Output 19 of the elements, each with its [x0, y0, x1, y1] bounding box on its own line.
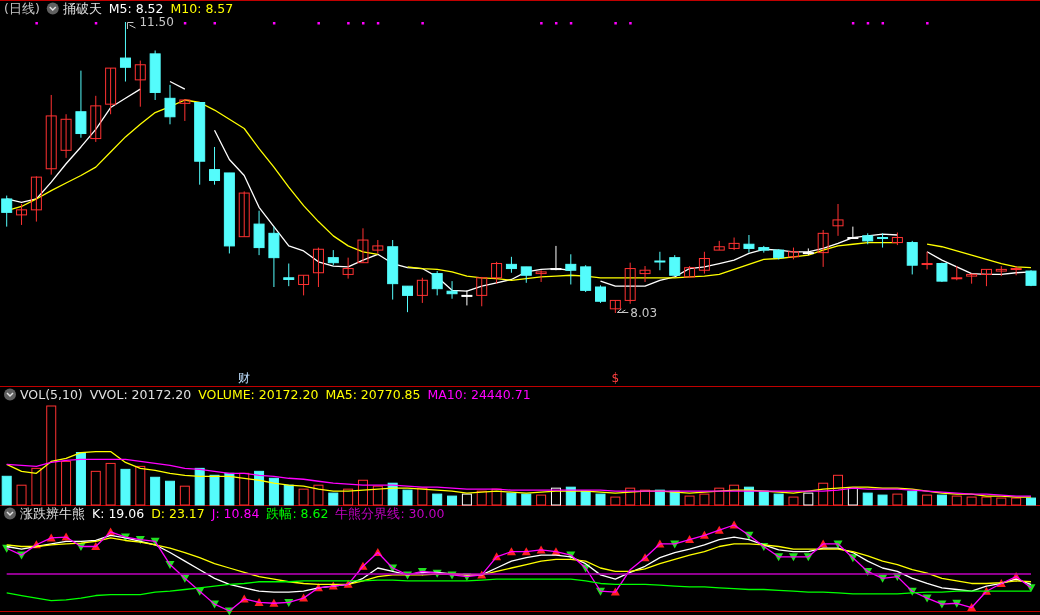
text: 牛熊分界线: 30.00 — [335, 506, 445, 521]
annotation: 11.50 — [139, 15, 174, 29]
text: VOLUME: 20172.20 — [198, 387, 319, 402]
text: MA10: 24440.71 — [427, 387, 531, 402]
text: M5: 8.52 — [108, 1, 164, 16]
text: VVOL: 20172.20 — [89, 387, 192, 402]
series-label: K: 19.06 — [92, 506, 145, 521]
text: MA5: 20770.85 — [325, 387, 421, 402]
text: 跌幅: 8.62 — [266, 506, 329, 521]
text: J: 10.84 — [210, 506, 260, 521]
chart-subtitle: 捅破天 — [62, 1, 102, 16]
x-tick-label: 财 — [238, 371, 251, 385]
chart-title: (日线) — [4, 1, 40, 16]
annotation: 8.03 — [630, 306, 658, 320]
series-label: D: 23.17 — [151, 506, 205, 521]
chart-title: 涨跌辨牛熊 — [20, 506, 85, 521]
chart-title: VOL(5,10) — [20, 387, 83, 402]
text: M10: 8.57 — [170, 1, 234, 16]
x-tick-label: $ — [611, 371, 620, 385]
